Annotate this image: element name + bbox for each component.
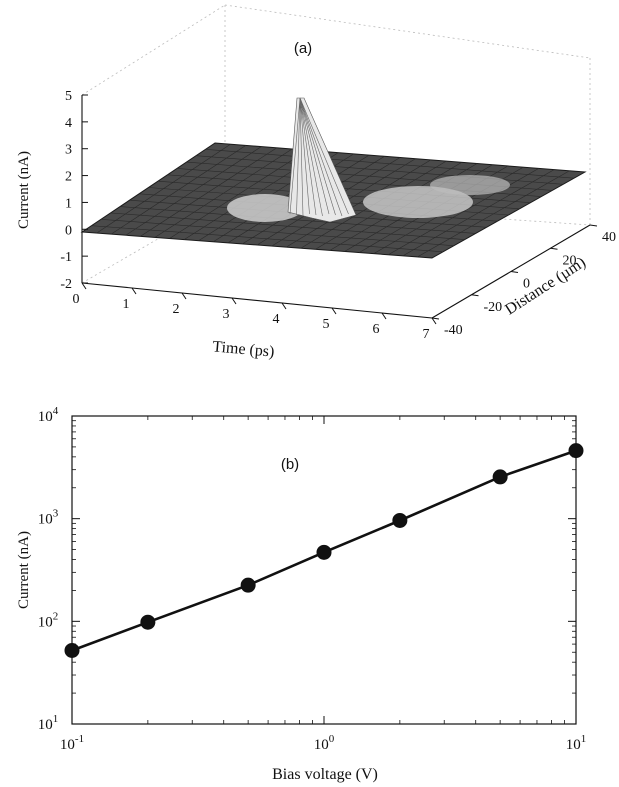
y-axis-ticks-b: 101 102 103 104 <box>38 405 576 733</box>
mesh-line <box>110 212 465 240</box>
mesh-line <box>205 149 575 179</box>
y-tick <box>510 271 519 273</box>
panel-a-ylabel: Distance (µm) <box>502 254 589 319</box>
x-tick <box>81 282 87 290</box>
x-tick-label: 1 <box>123 297 130 312</box>
surface-ripple <box>430 175 510 195</box>
data-point <box>240 577 256 593</box>
z-tick-label: 3 <box>65 143 72 158</box>
peak-mesh-line <box>299 97 349 215</box>
x-tick-label: 3 <box>223 307 230 322</box>
x-tick <box>381 312 387 320</box>
x-tick-label-b: 10-1 <box>60 733 84 753</box>
panel-a-label: (a) <box>294 40 312 57</box>
y-tick-label: -20 <box>484 300 503 315</box>
y-tick-label: 20 <box>563 253 577 268</box>
mesh-line <box>119 206 476 234</box>
x-tick-label: 4 <box>273 312 280 327</box>
z-tick-label: 1 <box>65 196 72 211</box>
x-tick-label: 2 <box>173 302 180 317</box>
peak-mesh-line <box>299 97 317 216</box>
z-axis-ticks: 5 4 3 2 1 0 -1 -2 <box>60 89 88 292</box>
peak-mesh-line <box>299 97 330 215</box>
surface-peak-mesh <box>289 97 349 217</box>
data-point <box>316 544 332 560</box>
data-point <box>64 642 80 658</box>
y-tick-label-b: 104 <box>38 405 59 425</box>
x-tick <box>131 287 137 295</box>
y-tick <box>550 247 558 250</box>
peak-mesh-line <box>299 97 310 215</box>
data-point <box>492 469 508 485</box>
y-tick-label-b: 103 <box>38 508 59 528</box>
y-tick <box>589 224 598 227</box>
z-tick-label: 0 <box>65 223 72 238</box>
peak-mesh-line <box>289 97 301 215</box>
x-axis-ticks: 0 1 2 3 4 5 6 7 <box>73 282 437 342</box>
data-point <box>568 443 584 459</box>
x-tick <box>231 297 237 305</box>
peak-mesh-line <box>299 97 343 217</box>
z-tick-label: 4 <box>65 116 72 131</box>
x-tick-label: 6 <box>373 322 380 337</box>
x-tick <box>181 292 187 300</box>
panel-b-ylabel: Current (nA) <box>16 531 32 609</box>
z-tick-label: 5 <box>65 89 72 104</box>
mesh-line <box>91 225 443 253</box>
y-tick <box>471 294 479 297</box>
y-axis-ticks: -40 -20 0 20 40 <box>431 224 616 338</box>
y-tick <box>431 317 440 320</box>
x-tick-label: 7 <box>423 327 430 342</box>
series-markers <box>64 443 584 658</box>
mesh-line <box>100 218 454 247</box>
panel-b-xlabel: Bias voltage (V) <box>272 766 378 783</box>
surface-dip <box>227 194 303 222</box>
peak-mesh-line <box>299 97 336 216</box>
peak-mesh-line <box>299 97 304 217</box>
surface-plot <box>80 97 587 259</box>
y-tick-label: 0 <box>523 277 530 292</box>
data-point <box>392 512 408 528</box>
data-point <box>140 614 156 630</box>
panel-a-zlabel: Current (nA) <box>16 151 32 229</box>
y-tick-label-b: 102 <box>38 610 59 630</box>
x-tick <box>281 302 287 310</box>
y-tick-label: -40 <box>444 323 463 338</box>
surface-bump <box>363 186 473 218</box>
z-tick-label: 2 <box>65 170 72 185</box>
panel-a: 5 4 3 2 1 0 -1 -2 0 1 2 3 4 5 6 7 -40 -20 0 20 40 (a) Time… <box>16 4 616 361</box>
panel-b-frame <box>71 415 577 725</box>
y-tick-label: 40 <box>602 230 616 245</box>
panel-b-label: (b) <box>281 456 299 473</box>
z-tick-label: -2 <box>60 277 72 292</box>
panel-a-xlabel: Time (ps) <box>212 338 275 360</box>
x-tick-label: 0 <box>73 292 80 307</box>
x-tick <box>331 307 337 315</box>
z-tick-label: -1 <box>60 250 72 265</box>
peak-mesh-line <box>296 97 301 216</box>
x-tick-label-b: 101 <box>566 733 587 753</box>
x-tick-label: 5 <box>323 317 330 332</box>
x-tick <box>431 317 437 325</box>
x-axis-ticks-b: 10-1 100 101 <box>60 416 586 753</box>
x-tick-label-b: 100 <box>314 733 335 753</box>
y-tick-label-b: 101 <box>38 713 59 733</box>
peak-mesh-line <box>299 97 323 217</box>
panel-b: 101 102 103 104 10-1 100 101 (b) Bias voltage… <box>16 405 586 783</box>
